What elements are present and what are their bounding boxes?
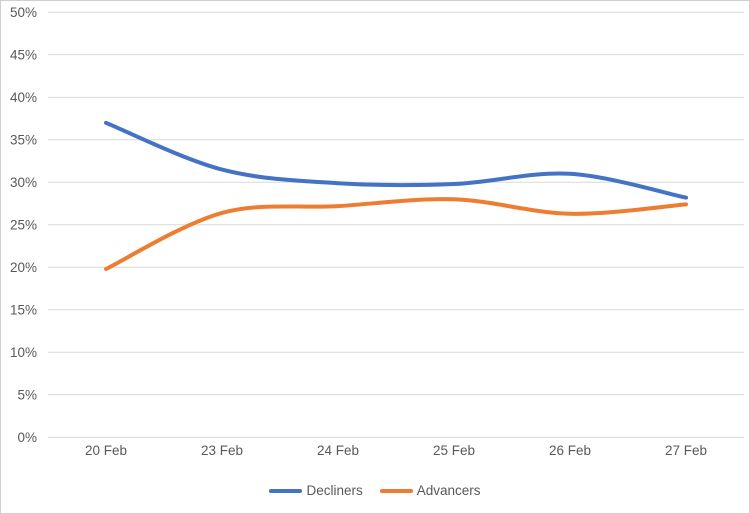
x-tick-label: 23 Feb <box>201 443 243 458</box>
y-tick-label: 15% <box>10 302 37 317</box>
y-tick-label: 35% <box>10 132 37 147</box>
legend-label-decliners: Decliners <box>306 483 363 498</box>
advancers-line-marker <box>379 489 413 493</box>
y-tick-label: 40% <box>10 90 37 105</box>
y-tick-label: 20% <box>10 260 37 275</box>
x-tick-label: 24 Feb <box>317 443 359 458</box>
y-tick-label: 25% <box>10 217 37 232</box>
x-tick-label: 20 Feb <box>85 443 127 458</box>
legend-item-decliners[interactable]: Decliners <box>269 482 363 500</box>
decliners-line-marker <box>269 489 303 493</box>
y-tick-label: 45% <box>10 47 37 62</box>
series-line-decliners <box>104 120 688 200</box>
y-tick-label: 50% <box>10 5 37 20</box>
series-line-advancers <box>104 197 688 271</box>
x-tick-label: 26 Feb <box>549 443 591 458</box>
legend: Decliners Advancers <box>1 482 749 500</box>
y-tick-label: 30% <box>10 175 37 190</box>
legend-item-advancers[interactable]: Advancers <box>379 482 481 500</box>
legend-label-advancers: Advancers <box>416 483 481 498</box>
y-tick-label: 0% <box>17 430 37 445</box>
y-tick-label: 10% <box>10 345 37 360</box>
x-tick-label: 25 Feb <box>433 443 475 458</box>
x-tick-label: 27 Feb <box>665 443 707 458</box>
y-tick-label: 5% <box>17 387 37 402</box>
